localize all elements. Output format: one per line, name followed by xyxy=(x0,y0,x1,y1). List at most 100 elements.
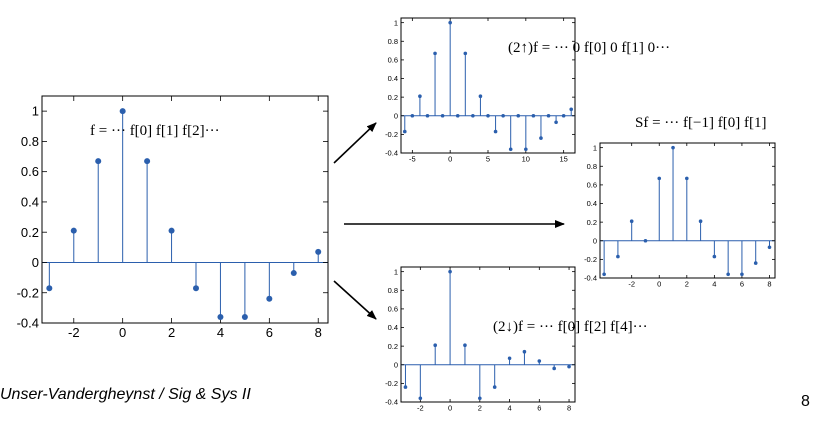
stem-marker xyxy=(493,129,498,134)
y-tick-label: 0.4 xyxy=(587,199,597,208)
y-tick-label: 0.4 xyxy=(388,74,398,83)
stem-marker xyxy=(463,51,468,56)
page-number: 8 xyxy=(801,393,810,410)
stem-marker xyxy=(554,120,558,125)
x-tick-label: 2 xyxy=(168,325,175,340)
y-tick-label: 0 xyxy=(394,360,398,369)
stem-marker xyxy=(425,113,430,118)
stem-marker xyxy=(463,343,467,348)
y-tick-label: 1 xyxy=(394,267,398,276)
y-tick-label: 1 xyxy=(394,18,398,27)
stem-marker xyxy=(290,270,297,277)
y-tick-label: -0.4 xyxy=(17,316,39,331)
stem-marker xyxy=(539,136,543,140)
stem-marker xyxy=(266,295,273,302)
stem-marker xyxy=(507,356,512,361)
y-tick-label: 0.6 xyxy=(21,164,39,179)
y-tick-label: -0.4 xyxy=(385,398,398,407)
y-tick-label: 0 xyxy=(32,255,39,270)
x-tick-label: 15 xyxy=(559,155,567,164)
x-tick-label: 2 xyxy=(685,280,689,289)
y-tick-label: 0.8 xyxy=(21,134,39,149)
stem-marker xyxy=(501,113,505,118)
x-tick-label: 8 xyxy=(567,404,571,413)
y-tick-label: -0.2 xyxy=(385,130,398,139)
plot-frame xyxy=(599,142,776,279)
footer-credit: Unser-Vandergheynst / Sig & Sys II xyxy=(0,386,251,403)
stem-marker xyxy=(531,113,536,118)
plot-downsampled-signal: -0.4 -0.2 0 0.2 0.4 0.6 0.8 1 -2 0 2 4 6 8 xyxy=(385,266,576,413)
x-tick-label: 6 xyxy=(537,404,541,413)
x-tick-label: 6 xyxy=(266,325,273,340)
x-tick-label: 2 xyxy=(478,404,482,413)
y-tick-label: -0.2 xyxy=(17,285,39,300)
stem-marker xyxy=(546,113,551,118)
y-tick-label: 0.2 xyxy=(587,218,597,227)
plot-frame xyxy=(400,17,576,154)
x-tick-label: -5 xyxy=(409,155,416,164)
x-tick-label: 8 xyxy=(315,325,322,340)
stem-marker xyxy=(241,313,248,320)
x-tick-label: 4 xyxy=(217,325,224,340)
stem-marker xyxy=(486,113,490,118)
stem-marker xyxy=(193,285,199,292)
y-tick-label: 1 xyxy=(32,104,39,119)
x-tick-label: 0 xyxy=(119,325,126,340)
stem-marker xyxy=(471,113,475,118)
stem-marker xyxy=(524,147,528,152)
stem-marker xyxy=(726,272,730,277)
y-tick-label: 0.4 xyxy=(388,323,398,332)
stem-marker xyxy=(616,254,620,259)
stem-marker xyxy=(46,285,53,292)
stem-marker xyxy=(478,396,482,401)
stem-marker xyxy=(753,261,758,265)
equation-upsample: (2↑)f = ··· 0 f[0] 0 f[1] 0··· xyxy=(508,40,670,56)
stem-marker xyxy=(671,145,675,150)
stem-marker xyxy=(217,313,224,320)
y-tick-label: 0 xyxy=(593,236,597,245)
stem-marker xyxy=(492,385,497,389)
stem-marker xyxy=(144,158,151,165)
plot-upsampled-signal: -0.4 -0.2 0 0.2 0.4 0.6 0.8 1 -5 0 5 10 15 xyxy=(385,17,576,164)
stem-marker xyxy=(418,94,422,99)
equation-downsample: (2↓)f = ··· f[0] f[2] f[4]··· xyxy=(493,319,648,335)
plot-original-signal: -0.4 -0.2 0 0.2 0.4 0.6 0.8 1 -2 0 2 4 6 8 xyxy=(17,95,329,340)
stem-marker xyxy=(119,108,126,115)
x-tick-label: -2 xyxy=(417,404,424,413)
stem-marker xyxy=(448,20,452,25)
y-tick-label: 0 xyxy=(394,111,398,120)
equation-original: f = ··· f[0] f[1] f[2]··· xyxy=(90,123,220,139)
plot-frame xyxy=(400,266,576,403)
stem-marker xyxy=(418,396,423,401)
stem-marker xyxy=(602,272,606,277)
y-tick-label: -0.4 xyxy=(584,274,597,283)
y-tick-label: 0.6 xyxy=(388,56,398,65)
x-tick-label: 0 xyxy=(657,280,661,289)
x-tick-label: -2 xyxy=(68,325,80,340)
stem-marker xyxy=(537,359,542,363)
x-tick-label: 6 xyxy=(740,280,744,289)
stem-marker xyxy=(767,245,772,250)
x-tick-label: -2 xyxy=(628,280,635,289)
stem-marker xyxy=(712,254,717,259)
stem-marker xyxy=(629,219,634,224)
stem-marker xyxy=(402,129,407,134)
stem-marker xyxy=(410,113,415,118)
x-tick-label: 0 xyxy=(448,155,452,164)
arrow-to-upsample xyxy=(333,122,377,164)
stem-marker xyxy=(168,227,175,234)
stem-marker xyxy=(698,219,703,224)
y-tick-label: -0.2 xyxy=(584,255,597,264)
stem-marker xyxy=(440,113,445,118)
stem-marker xyxy=(567,364,571,369)
y-tick-label: 0.2 xyxy=(388,342,398,351)
stem-marker xyxy=(740,272,744,277)
stem-marker xyxy=(455,113,460,118)
stem-marker xyxy=(561,113,566,118)
y-tick-label: 0.4 xyxy=(21,194,39,209)
stem-marker xyxy=(95,158,102,165)
y-tick-label: 0.8 xyxy=(587,162,597,171)
y-tick-label: 0.2 xyxy=(388,93,398,102)
plot-frame xyxy=(41,95,329,324)
